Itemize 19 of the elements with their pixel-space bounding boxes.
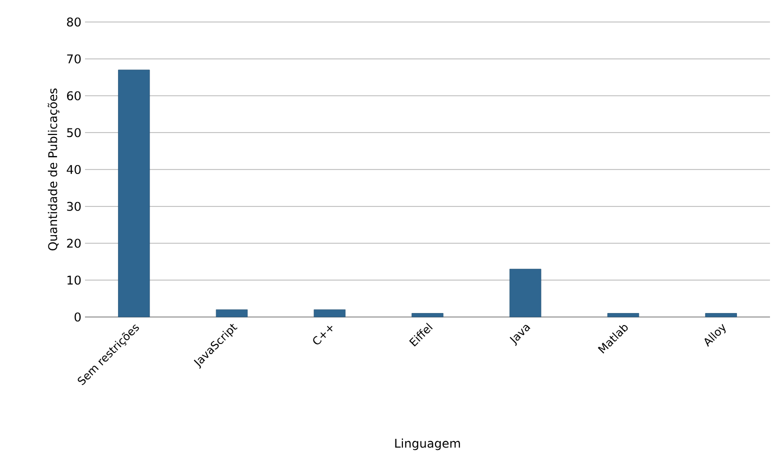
x-axis-title: Linguagem: [395, 438, 460, 450]
y-tick-label: 30: [67, 202, 81, 211]
y-tick-label: 50: [67, 128, 81, 138]
bar: [118, 70, 150, 318]
y-tick-label: 40: [66, 164, 81, 174]
bar: [314, 309, 346, 318]
y-tick-label: 80: [67, 17, 81, 27]
y-tick-label: 0: [74, 312, 81, 322]
bar: [607, 313, 640, 318]
bar: [705, 313, 737, 318]
y-tick-label: 10: [68, 276, 81, 285]
x-tick-label: C++: [313, 326, 332, 344]
bar: [509, 268, 542, 318]
y-tick-label: 70: [67, 54, 81, 64]
bar: [412, 313, 444, 318]
y-tick-label: 60: [67, 91, 81, 100]
y-axis-title: Quantidade de Publicações: [48, 88, 60, 250]
y-tick-label: 20: [67, 238, 81, 248]
bar: [216, 309, 248, 318]
